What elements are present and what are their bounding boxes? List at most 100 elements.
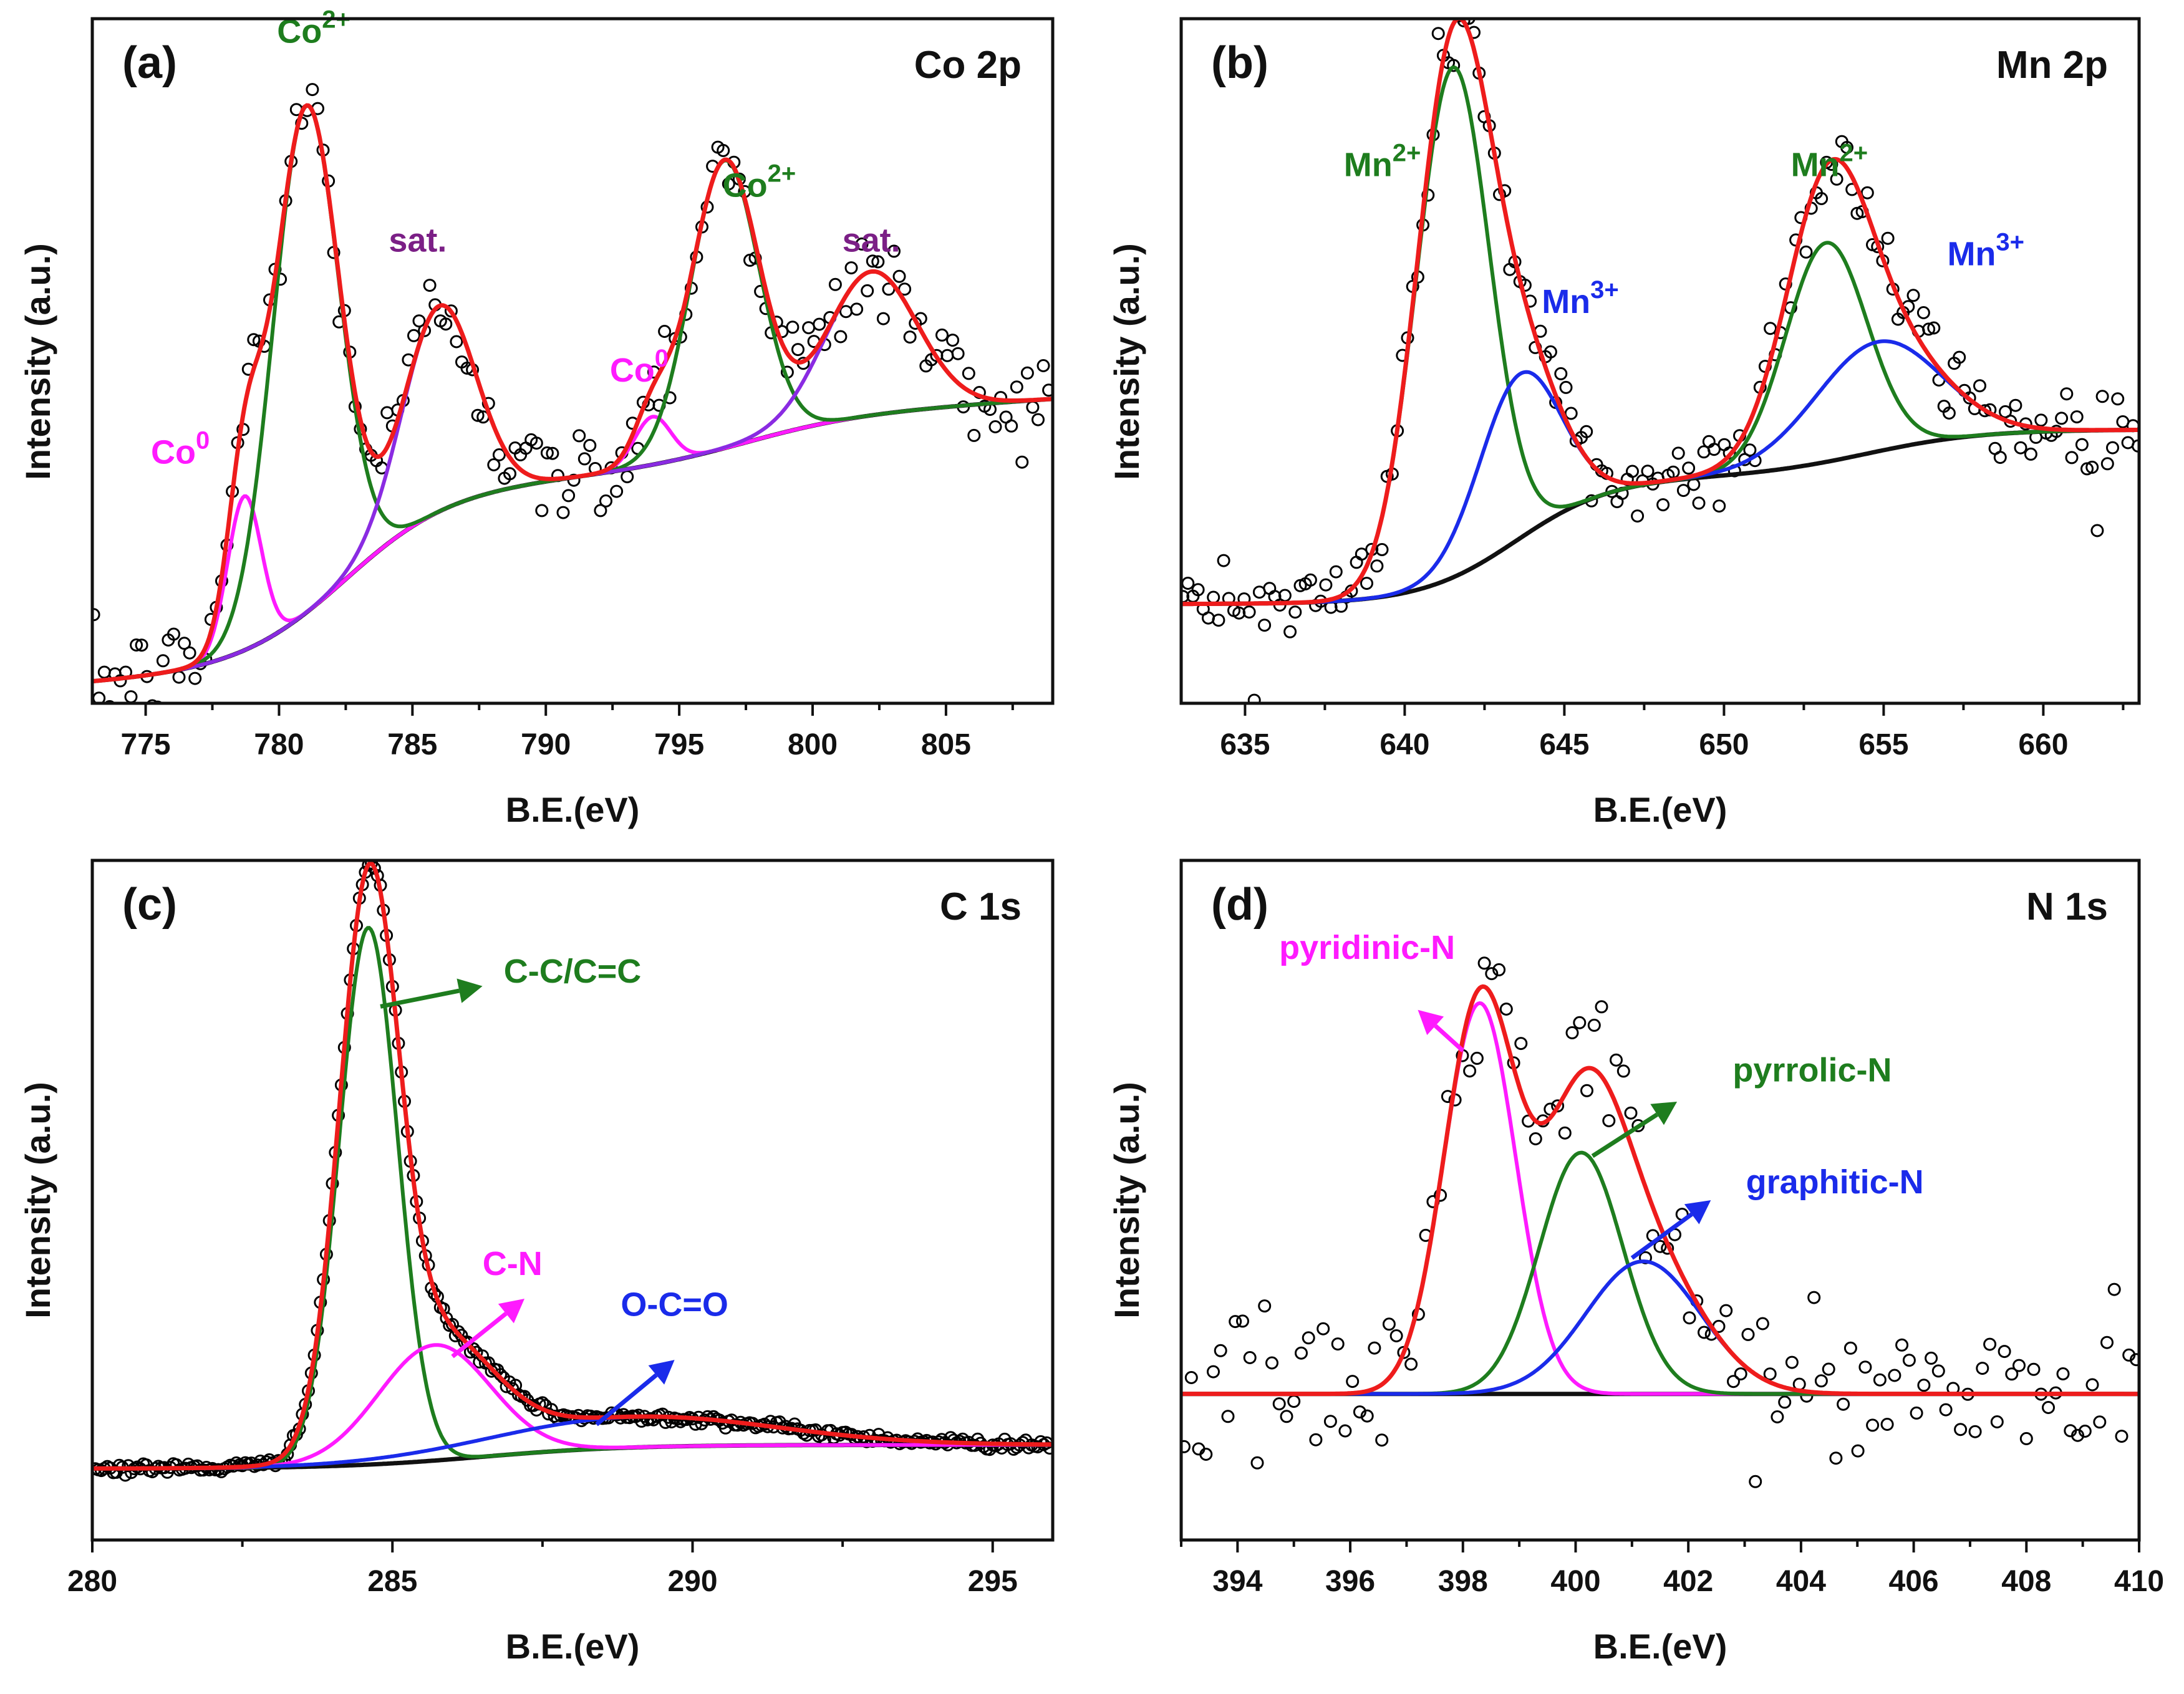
data-point xyxy=(2065,451,2079,464)
data-point xyxy=(444,304,458,318)
x-tick-label: 290 xyxy=(667,1565,717,1598)
data-point xyxy=(1462,19,1476,25)
data-point xyxy=(2106,441,2119,455)
data-point xyxy=(1626,464,1639,478)
x-tick-label: 280 xyxy=(67,1565,117,1598)
x-axis-label: B.E.(eV) xyxy=(1593,790,1727,829)
data-point xyxy=(135,638,148,652)
envelope-fit xyxy=(92,860,1053,1471)
data-point xyxy=(407,329,420,342)
data-point xyxy=(1799,245,1813,259)
panel-title: N 1s xyxy=(2026,885,2108,928)
data-point xyxy=(2009,398,2022,412)
panel-title: Co 2p xyxy=(914,44,1022,87)
data-point xyxy=(861,284,874,297)
annotation-arrow xyxy=(595,1373,658,1427)
data-point xyxy=(1242,605,1256,619)
plot-area xyxy=(92,83,1053,703)
x-tick-label: 785 xyxy=(387,728,437,761)
data-point xyxy=(871,255,885,269)
data-point xyxy=(1212,614,1225,627)
data-point xyxy=(2095,390,2109,403)
data-point xyxy=(2107,1283,2121,1296)
data-point xyxy=(1544,345,1557,359)
data-point xyxy=(1236,1314,1249,1328)
data-point xyxy=(1830,172,1843,186)
data-point xyxy=(1368,1341,1381,1355)
data-point xyxy=(1983,1337,1997,1351)
annotation-arrow xyxy=(451,1312,508,1359)
x-tick-label: 410 xyxy=(2114,1565,2164,1598)
data-point xyxy=(1302,1331,1315,1345)
data-point xyxy=(1676,484,1690,498)
data-point xyxy=(1389,1329,1403,1342)
data-point xyxy=(1323,1415,1337,1428)
data-point xyxy=(1910,1406,1923,1420)
data-point xyxy=(1756,1317,1769,1331)
data-point xyxy=(791,343,805,357)
x-tick-label: 404 xyxy=(1776,1565,1826,1598)
data-point xyxy=(1641,464,1655,478)
peak-label: graphitic-N xyxy=(1746,1163,1924,1201)
x-tick-label: 650 xyxy=(1699,728,1749,761)
data-point xyxy=(503,467,516,481)
data-point xyxy=(1866,1418,1880,1432)
data-point xyxy=(951,347,965,360)
annotation-arrowhead xyxy=(1650,1101,1678,1125)
data-point xyxy=(1463,1064,1477,1078)
data-point xyxy=(183,646,196,660)
x-tick-label: 645 xyxy=(1539,728,1589,761)
data-point xyxy=(1880,1418,1894,1431)
x-tick-label: 660 xyxy=(2018,728,2068,761)
data-point xyxy=(2085,1378,2099,1392)
data-point xyxy=(1375,1433,1389,1447)
peak-label: Mn3+ xyxy=(1947,228,2024,272)
annotation-arrow xyxy=(1630,1212,1693,1260)
data-point xyxy=(1214,1344,1227,1357)
data-point xyxy=(988,420,1002,433)
data-point xyxy=(1916,306,1930,319)
data-point xyxy=(1978,404,1992,418)
data-point xyxy=(1895,1338,1909,1352)
panel-d: pyridinic-N pyrrolic-N graphitic-N 394 396 39… xyxy=(1107,859,2164,1666)
data-point xyxy=(903,330,917,344)
data-point xyxy=(610,484,624,498)
data-point xyxy=(1247,693,1261,703)
peak-label: O-C=O xyxy=(621,1286,728,1323)
data-point xyxy=(2115,1430,2128,1443)
x-tick-label: 780 xyxy=(254,728,304,761)
data-point xyxy=(1034,1435,1048,1448)
data-point xyxy=(1656,498,1670,512)
data-point xyxy=(1272,1397,1286,1411)
data-point xyxy=(1888,1369,1901,1382)
x-tick-label: 640 xyxy=(1379,728,1429,761)
data-point xyxy=(1881,231,1895,245)
data-point xyxy=(1993,451,2007,464)
data-point xyxy=(1858,1360,1872,1374)
panel-label: (b) xyxy=(1211,38,1268,88)
panel-label: (d) xyxy=(1211,880,1268,930)
data-point xyxy=(1258,618,1272,632)
data-point xyxy=(1723,446,1736,460)
data-point xyxy=(1010,380,1023,394)
data-point xyxy=(1708,443,1721,456)
data-point xyxy=(1902,1354,1916,1367)
data-point xyxy=(876,312,890,325)
peak-label: pyrrolic-N xyxy=(1732,1051,1892,1089)
data-point xyxy=(1968,1425,1982,1438)
data-point xyxy=(1499,1003,1513,1016)
data-point xyxy=(828,277,842,291)
data-point xyxy=(1771,1410,1784,1423)
data-point xyxy=(1976,1362,1989,1375)
data-point xyxy=(967,428,981,442)
peak-label: Co0 xyxy=(151,427,210,471)
data-point xyxy=(1922,322,1936,336)
data-point xyxy=(892,269,906,283)
data-point xyxy=(2075,438,2089,451)
x-tick-label: 790 xyxy=(521,728,571,761)
data-point xyxy=(529,436,543,450)
data-point xyxy=(1015,455,1029,469)
x-axis-label: B.E.(eV) xyxy=(506,1627,640,1666)
